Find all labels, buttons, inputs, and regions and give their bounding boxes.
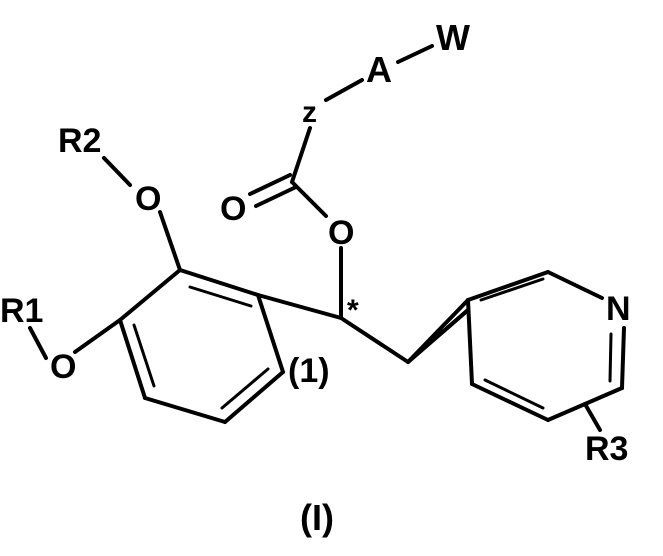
oxygen-ester: O [328,214,354,252]
oxygen-r1: O [50,348,76,386]
bond-cstar-ch2 [341,318,408,362]
oxygen-carbonyl: O [220,190,246,228]
bond-c4-or1 [75,320,120,352]
substituent-z: z [302,96,317,129]
bond-phenyl-c-star [258,295,341,318]
substituent-w: W [436,17,470,58]
bond-z-a [326,80,362,100]
position-label: (1) [288,352,330,390]
bond-ring-r3 [585,404,600,430]
substituent-a: A [366,49,392,90]
substituent-r1: R1 [0,292,43,330]
substituent-r3: R3 [585,430,628,468]
substituent-r2: R2 [58,122,101,160]
bond-c3-or2 [160,212,180,270]
formula-label: (I) [300,497,334,538]
phenyl-ring [120,270,283,422]
nitrogen-atom: N [606,290,631,328]
chemical-structure-svg: O R2 O R1 * (1) O N R3 O [0,0,663,556]
bond-c-z [292,128,310,182]
bond-o-r2 [104,158,130,185]
oxygen-r2: O [135,180,161,218]
bond-a-w [398,46,432,62]
bond-o-r1 [30,328,46,358]
pyridine-ring [468,272,624,420]
